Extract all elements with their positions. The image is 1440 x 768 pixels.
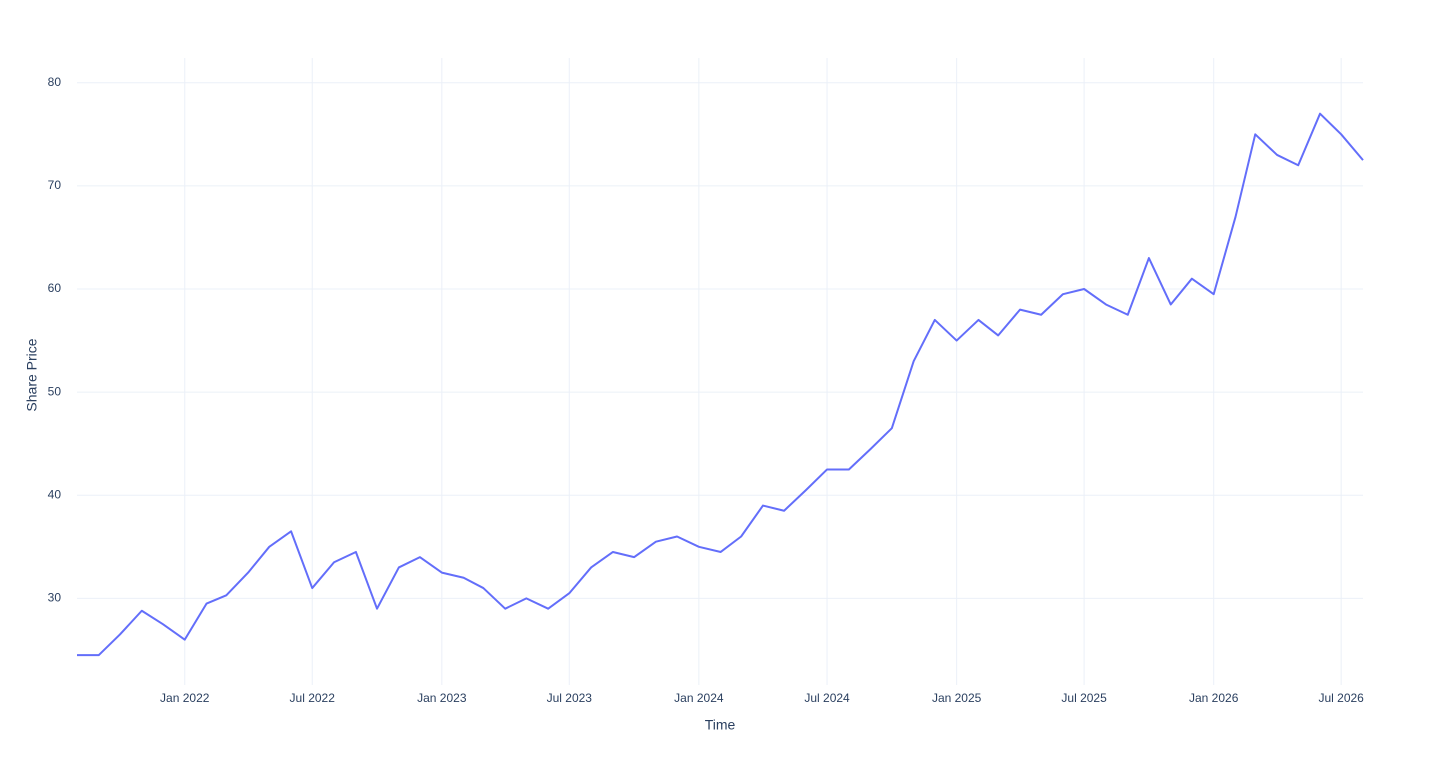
y-tick-label: 50 — [48, 384, 62, 398]
x-tick-label: Jul 2025 — [1061, 691, 1107, 705]
x-tick-label: Jul 2022 — [290, 691, 336, 705]
y-tick-label: 70 — [48, 178, 62, 192]
x-tick-label: Jan 2022 — [160, 691, 210, 705]
x-tick-label: Jan 2023 — [417, 691, 467, 705]
x-tick-label: Jan 2025 — [932, 691, 982, 705]
x-tick-label: Jul 2026 — [1318, 691, 1364, 705]
line — [77, 112, 1364, 657]
y-tick-label: 60 — [48, 281, 62, 295]
x-axis-title: Time — [705, 717, 736, 733]
y-axis-title: Share Price — [24, 338, 40, 411]
x-tick-label: Jul 2024 — [804, 691, 850, 705]
y-tick-label: 30 — [48, 591, 62, 605]
x-tick-label: Jan 2026 — [1189, 691, 1239, 705]
x-tick-label: Jan 2024 — [674, 691, 724, 705]
y-tick-label: 80 — [48, 75, 62, 89]
x-tick-label: Jul 2023 — [547, 691, 593, 705]
y-tick-label: 40 — [48, 487, 62, 501]
